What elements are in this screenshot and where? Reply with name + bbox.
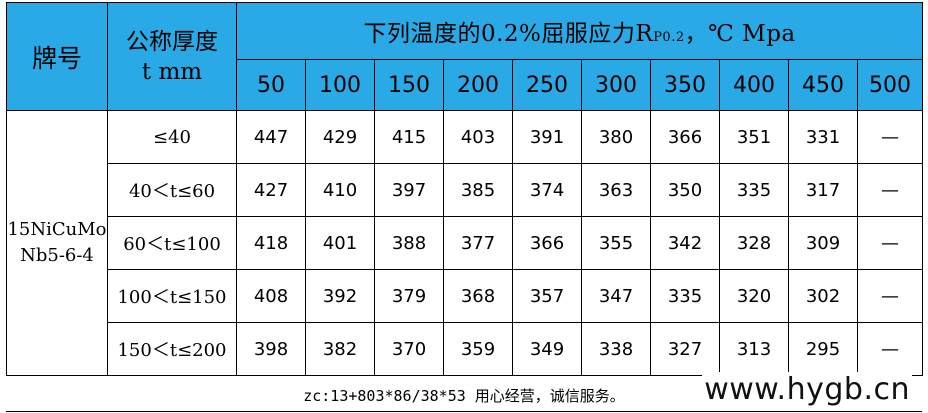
stress-value-cell: — [856, 216, 924, 270]
temperature-header-row: 50 100 150 200 250 300 350 400 450 500 [7, 59, 924, 111]
thickness-range-cell: 150＜t≤200 [107, 322, 237, 376]
thickness-range-cell: 40＜t≤60 [107, 163, 237, 217]
temperature-title-unit: ，℃ Mpa [684, 21, 796, 47]
stress-value-cell: 408 [236, 269, 306, 323]
thickness-range-cell: 100＜t≤150 [107, 269, 237, 323]
stress-value-cell: 351 [719, 110, 789, 164]
stress-value-cell: 359 [443, 322, 513, 376]
stress-value-cell: 374 [512, 163, 582, 217]
temperature-header-cell: 400 [719, 59, 789, 111]
stress-value-cell: 313 [719, 322, 789, 376]
stress-value-cell: 392 [305, 269, 375, 323]
temperature-header-cell: 50 [236, 59, 306, 111]
stress-value-cell: 335 [719, 163, 789, 217]
stress-value-cell: 447 [236, 110, 306, 164]
brand-header: 牌号 [6, 2, 108, 111]
stress-value-cell: 380 [581, 110, 651, 164]
stress-value-cell: 320 [719, 269, 789, 323]
grade-line2: Nb5-6-4 [20, 245, 94, 266]
stress-value-cell: — [856, 110, 924, 164]
stress-value-cell: 379 [374, 269, 444, 323]
grade-line1: 15NiCuMo [7, 219, 107, 240]
stress-value-cell: 427 [236, 163, 306, 217]
table-row: 150＜t≤200 398 382 370 359 349 338 327 313 295— [7, 322, 924, 376]
grade-cell: 15NiCuMo Nb5-6-4 [6, 110, 108, 376]
stress-value-cell: 328 [719, 216, 789, 270]
stress-value-cell: 357 [512, 269, 582, 323]
stress-value-cell: 415 [374, 110, 444, 164]
temperature-header-cell: 500 [856, 59, 924, 111]
stress-value-cell: 398 [236, 322, 306, 376]
footer-note: zc:13+803*86/38*53 用心经营，诚信服务。 [303, 387, 625, 405]
stress-value-cell: — [856, 269, 924, 323]
thickness-header-line2: t mm [141, 58, 203, 85]
stress-value-cell: 397 [374, 163, 444, 217]
stress-value-cell: 295 [788, 322, 858, 376]
temperature-header-cell: 100 [305, 59, 375, 111]
yield-stress-table: 牌号 公称厚度 t mm 下列温度的0.2%屈服应力RP0.2，℃ Mpa 50… [6, 2, 924, 376]
stress-value-cell: 370 [374, 322, 444, 376]
watermark: www.hygb.cn [702, 372, 912, 407]
temperature-header-cell: 250 [512, 59, 582, 111]
stress-value-cell: 350 [650, 163, 720, 217]
stress-value-cell: 355 [581, 216, 651, 270]
temperature-header-cell: 200 [443, 59, 513, 111]
stress-value-cell: 363 [581, 163, 651, 217]
table-row: 40＜t≤60 427 410 397 385 374 363 350 335 317— [7, 163, 924, 217]
stress-value-cell: 335 [650, 269, 720, 323]
stress-value-cell: 391 [512, 110, 582, 164]
stress-value-cell: 366 [650, 110, 720, 164]
stress-value-cell: 385 [443, 163, 513, 217]
temperature-title-main: 下列温度的0.2%屈服应力R [363, 21, 654, 47]
stress-value-cell: 403 [443, 110, 513, 164]
stress-value-cell: 302 [788, 269, 858, 323]
stress-value-cell: — [856, 322, 924, 376]
thickness-header-line1: 公称厚度 [126, 28, 218, 55]
stress-value-cell: 327 [650, 322, 720, 376]
temperature-header-cell: 300 [581, 59, 651, 111]
stress-value-cell: 382 [305, 322, 375, 376]
thickness-header: 公称厚度 t mm [107, 2, 237, 111]
stress-value-cell: 317 [788, 163, 858, 217]
stress-value-cell: 331 [788, 110, 858, 164]
stress-value-cell: 309 [788, 216, 858, 270]
temperature-title-subscript: P0.2 [653, 30, 685, 45]
temperature-header-cell: 450 [788, 59, 858, 111]
table-row: 15NiCuMo Nb5-6-4 ≤40 447 429 415 403 391 380 366 3… [6, 110, 924, 376]
thickness-range-cell: ≤40 [107, 110, 237, 164]
temperature-header-cell: 150 [374, 59, 444, 111]
table-row: 100＜t≤150 408 392 379 368 357 347 335 320 302— [7, 269, 924, 323]
stress-value-cell: 338 [581, 322, 651, 376]
stress-value-cell: 377 [443, 216, 513, 270]
stress-value-cell: 349 [512, 322, 582, 376]
stress-value-cell: 429 [305, 110, 375, 164]
table-row: 60＜t≤100 418 401 388 377 366 355 342 328 309— [7, 216, 924, 270]
stress-value-cell: 347 [581, 269, 651, 323]
stress-value-cell: 368 [443, 269, 513, 323]
stress-value-cell: 418 [236, 216, 306, 270]
temperature-title: 下列温度的0.2%屈服应力RP0.2，℃ Mpa [235, 2, 924, 60]
stress-value-cell: 366 [512, 216, 582, 270]
stress-value-cell: 401 [305, 216, 375, 270]
stress-value-cell: 388 [374, 216, 444, 270]
temperature-header-cell: 350 [650, 59, 720, 111]
stress-value-cell: 342 [650, 216, 720, 270]
thickness-range-cell: 60＜t≤100 [107, 216, 237, 270]
footer: zc:13+803*86/38*53 用心经营，诚信服务。 www.hygb.c… [6, 372, 922, 412]
stress-value-cell: 410 [305, 163, 375, 217]
stress-value-cell: — [856, 163, 924, 217]
